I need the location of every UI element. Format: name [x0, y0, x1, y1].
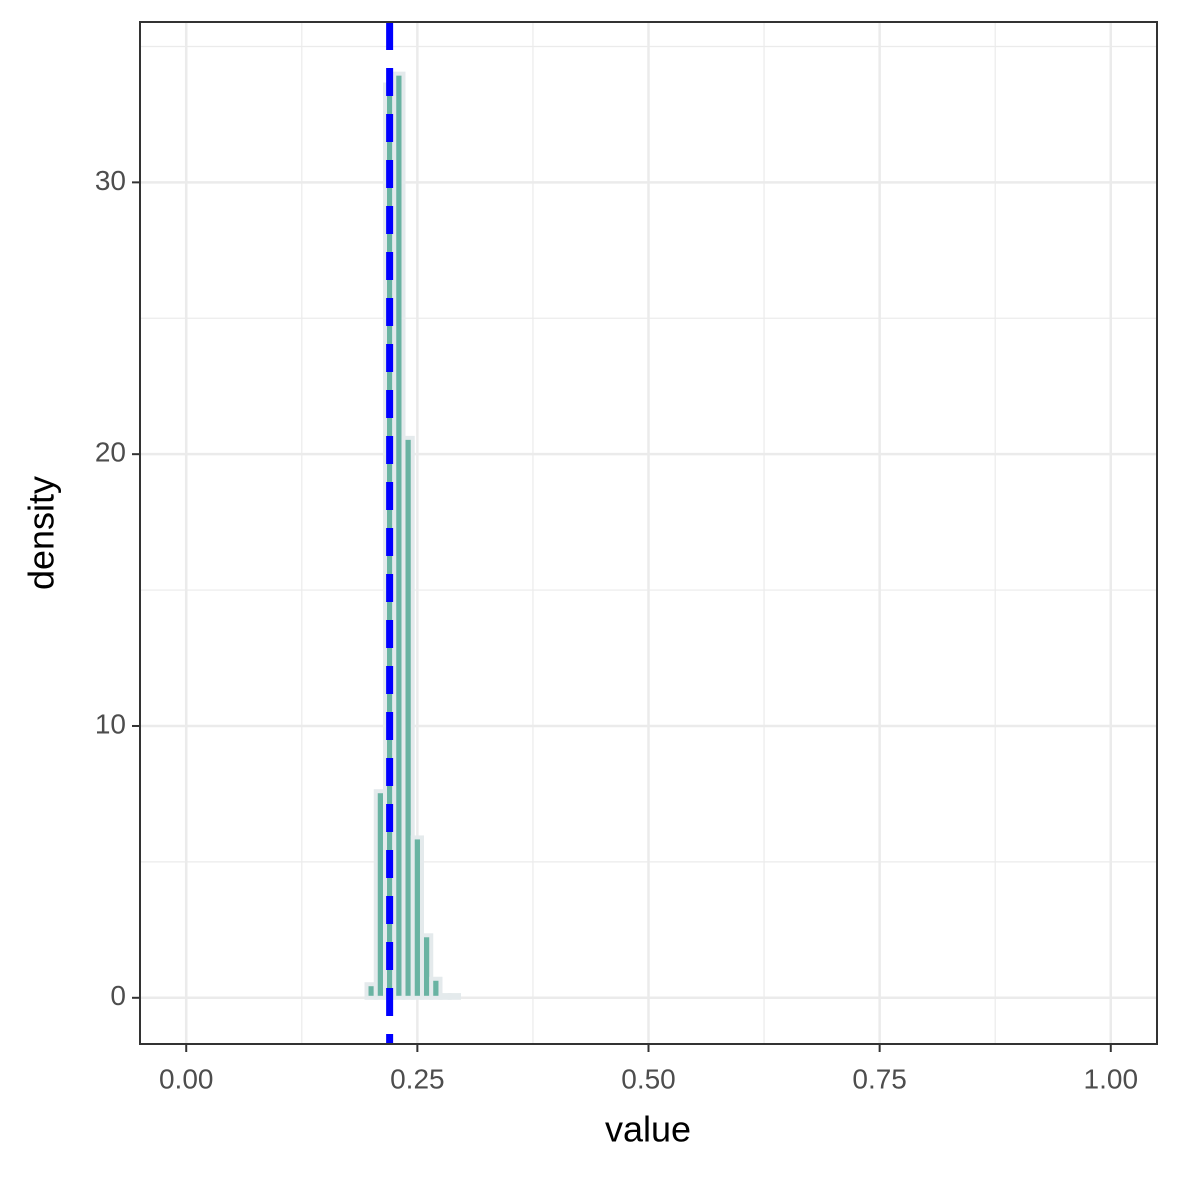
x-tick-label: 0.50	[621, 1063, 676, 1094]
bar	[401, 435, 415, 1000]
bar	[429, 976, 443, 1000]
y-axis-title: density	[21, 476, 62, 590]
bar	[410, 835, 424, 1000]
y-tick-label: 30	[95, 165, 126, 196]
y-tick-label: 10	[95, 708, 126, 739]
bar	[447, 993, 461, 1000]
x-tick-label: 1.00	[1084, 1063, 1139, 1094]
x-tick-label: 0.75	[852, 1063, 907, 1094]
x-axis-title: value	[605, 1109, 691, 1150]
x-tick-label: 0.00	[159, 1063, 214, 1094]
y-tick-label: 20	[95, 437, 126, 468]
x-tick-label: 0.25	[390, 1063, 445, 1094]
bar	[419, 933, 434, 1000]
y-tick-label: 0	[110, 980, 126, 1011]
plot-border	[139, 21, 1158, 1045]
